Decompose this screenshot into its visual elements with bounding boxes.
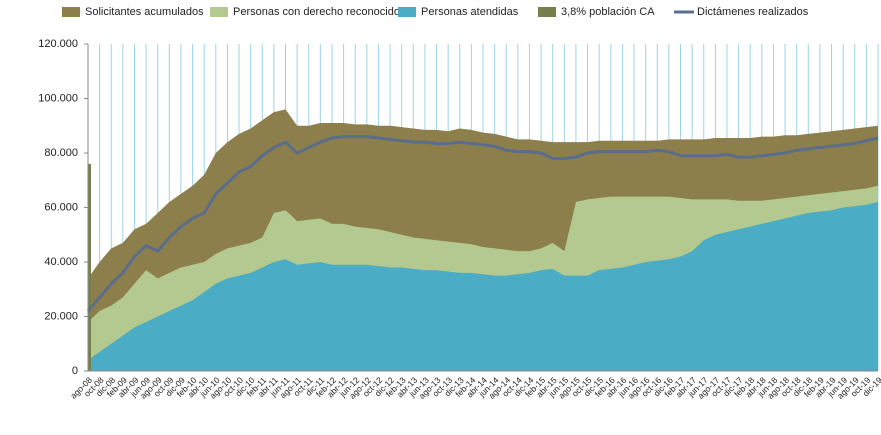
y-tick-label: 60.000 <box>44 201 78 213</box>
y-tick-label: 100.000 <box>38 92 78 104</box>
area <box>88 202 878 371</box>
legend-swatch <box>398 7 416 17</box>
area <box>88 163 91 371</box>
legend-swatch <box>210 7 228 17</box>
y-tick-label: 80.000 <box>44 147 78 159</box>
y-tick-label: 40.000 <box>44 256 78 268</box>
legend-label: Personas atendidas <box>421 6 519 18</box>
legend-label: Personas con derecho reconocido <box>233 6 400 18</box>
legend-label: Dictámenes realizados <box>697 6 809 18</box>
y-tick-label: 20.000 <box>44 310 78 322</box>
y-tick-label: 120.000 <box>38 38 78 50</box>
legend-label: 3,8% población CA <box>561 6 655 18</box>
legend-label: Solicitantes acumulados <box>85 6 204 18</box>
y-tick-label: 0 <box>72 365 78 377</box>
line <box>86 135 879 313</box>
legend-swatch <box>538 7 556 17</box>
legend-swatch <box>62 7 80 17</box>
